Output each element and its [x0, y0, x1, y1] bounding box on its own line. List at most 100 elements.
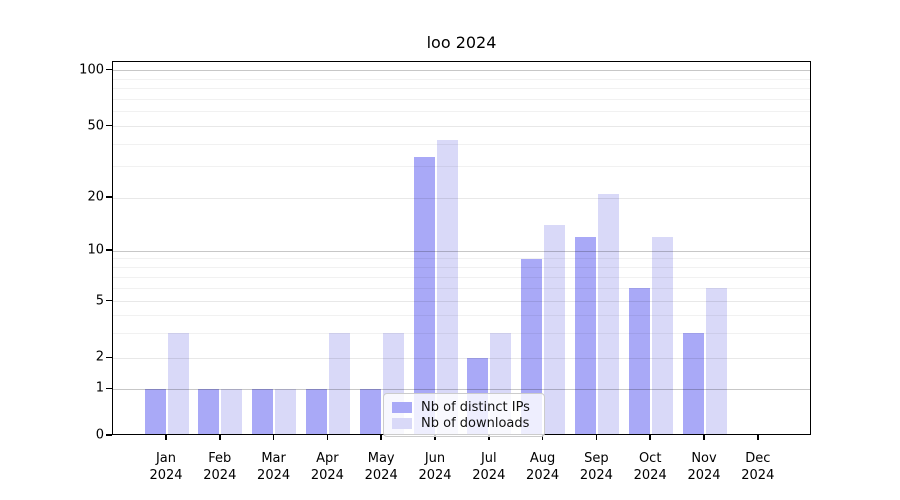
y-tick-10 — [106, 249, 112, 251]
year-label: 2024 — [687, 467, 721, 483]
x-axis-label-jul: Jul 2024 — [459, 451, 519, 484]
year-label: 2024 — [203, 467, 237, 483]
gridline-y-8 — [113, 266, 810, 268]
year-label: 2024 — [633, 467, 667, 483]
gridline-y-50 — [113, 126, 810, 128]
plot-area — [112, 61, 811, 435]
bar-downloads-jun — [436, 140, 458, 435]
y-tick-100 — [106, 68, 112, 71]
bar-downloads-sep — [597, 194, 619, 435]
y-tick-0 — [106, 434, 112, 436]
x-axis-label-feb: Feb 2024 — [190, 451, 250, 484]
month-label: Feb — [208, 451, 232, 466]
legend-swatch-distinct-ips — [392, 402, 412, 413]
x-axis-label-sep: Sep 2024 — [566, 451, 626, 484]
gridline-y-60 — [113, 111, 810, 113]
bar-downloads-feb — [221, 389, 243, 435]
y-axis-label-2: 2 — [95, 349, 104, 365]
bar-ips-aug — [521, 258, 543, 435]
month-label: Mar — [261, 451, 286, 466]
legend: Nb of distinct IPs Nb of downloads — [383, 393, 545, 437]
gridline-y-2 — [113, 357, 810, 359]
gridline-y-100 — [113, 70, 810, 71]
bar-ips-jun — [413, 156, 435, 435]
gridline-y-5 — [113, 301, 810, 303]
chart-title: loo 2024 — [426, 33, 497, 52]
gridline-y-7 — [113, 276, 810, 278]
y-axis-label-1: 1 — [95, 380, 104, 396]
gridline-y-3 — [113, 332, 810, 334]
bar-downloads-apr — [328, 333, 350, 435]
month-label: May — [367, 451, 395, 466]
bar-ips-mar — [252, 389, 274, 435]
month-label: Jan — [155, 451, 177, 466]
bar-ips-may — [359, 389, 381, 435]
x-axis-label-jan: Jan 2024 — [136, 451, 196, 484]
year-label: 2024 — [472, 467, 506, 483]
x-axis-label-apr: Apr 2024 — [297, 451, 357, 484]
bar-downloads-oct — [651, 237, 673, 435]
gridline-y-70 — [113, 98, 810, 100]
month-label: Sep — [584, 451, 609, 466]
x-axis-label-oct: Oct 2024 — [620, 451, 680, 484]
month-label: Apr — [316, 451, 339, 466]
x-tick-aug — [541, 435, 544, 440]
x-tick-nov — [703, 435, 705, 440]
x-tick-feb — [219, 435, 221, 440]
bar-ips-oct — [628, 288, 650, 435]
gridline-y-6 — [113, 287, 810, 289]
gridline-y-20 — [113, 197, 810, 199]
x-axis-label-may: May 2024 — [351, 451, 411, 484]
year-label: 2024 — [257, 467, 291, 483]
legend-swatch-downloads — [392, 418, 412, 429]
gridline-y-30 — [113, 165, 810, 167]
x-tick-sep — [595, 435, 598, 440]
legend-item-distinct-ips: Nb of distinct IPs — [392, 400, 536, 415]
year-label: 2024 — [310, 467, 344, 483]
gridline-y-90 — [113, 78, 810, 80]
bar-ips-apr — [305, 389, 327, 435]
x-tick-oct — [649, 435, 651, 440]
year-label: 2024 — [741, 467, 775, 483]
y-axis-label-100: 100 — [79, 62, 104, 77]
bar-downloads-jan — [167, 333, 189, 435]
bar-ips-sep — [574, 237, 596, 435]
x-axis-label-mar: Mar 2024 — [244, 451, 304, 484]
gridline-y-4 — [113, 314, 810, 316]
gridline-y-40 — [113, 143, 810, 145]
x-axis-label-dec: Dec 2024 — [728, 451, 788, 484]
legend-label-distinct-ips: Nb of distinct IPs — [421, 399, 530, 415]
month-label: Jun — [424, 451, 446, 466]
gridline-y-9 — [113, 258, 810, 260]
bar-downloads-nov — [705, 288, 727, 435]
year-label: 2024 — [149, 467, 183, 483]
year-label: 2024 — [418, 467, 452, 483]
x-tick-jan — [165, 435, 167, 440]
gridline-y-1 — [113, 388, 810, 390]
bar-ips-feb — [198, 389, 220, 435]
year-label: 2024 — [364, 467, 398, 483]
y-axis-label-5: 5 — [95, 293, 104, 309]
x-tick-jul — [488, 435, 490, 440]
x-axis-label-nov: Nov 2024 — [674, 451, 734, 484]
y-tick-2 — [106, 356, 112, 359]
y-axis-label-50: 50 — [87, 118, 104, 134]
legend-item-downloads: Nb of downloads — [392, 416, 536, 431]
x-tick-jun — [434, 435, 436, 440]
x-tick-mar — [272, 435, 275, 440]
x-axis-label-jun: Jun 2024 — [405, 451, 465, 484]
bar-ips-jan — [144, 389, 166, 435]
y-axis-label-20: 20 — [87, 189, 104, 205]
month-label: Jul — [480, 451, 497, 466]
y-axis-label-0: 0 — [95, 427, 104, 443]
x-tick-apr — [326, 435, 329, 440]
x-axis-label-aug: Aug 2024 — [513, 451, 573, 484]
bar-downloads-aug — [544, 225, 566, 435]
y-tick-1 — [106, 387, 112, 390]
month-label: Aug — [529, 451, 556, 466]
y-axis-label-10: 10 — [87, 242, 104, 258]
month-label: Dec — [745, 451, 771, 466]
x-tick-dec — [757, 435, 759, 440]
gridline-y-10 — [113, 250, 810, 252]
